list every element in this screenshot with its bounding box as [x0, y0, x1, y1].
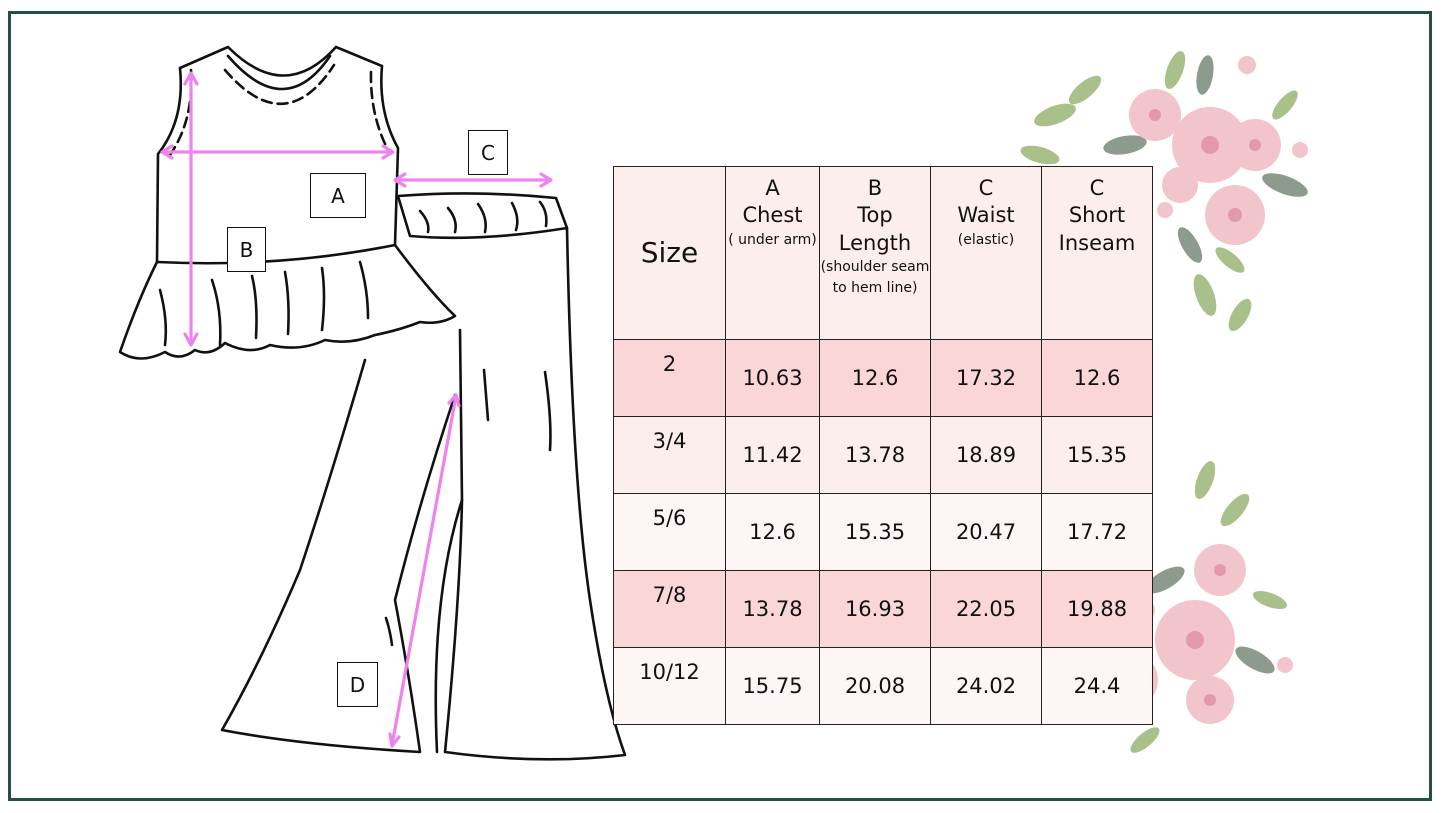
top-length-cell: 16.93 — [819, 570, 931, 648]
chest-cell: 10.63 — [725, 339, 820, 417]
top-length-arrow-icon — [183, 71, 199, 347]
waist-cell: 24.02 — [930, 647, 1042, 725]
size-cell: 7/8 — [613, 570, 726, 648]
header-chest-label: Chest — [742, 203, 803, 228]
header-chest-note: ( under arm) — [728, 231, 817, 248]
chest-arrow-icon — [160, 144, 395, 160]
label-d: D — [337, 662, 378, 707]
garment-illustration — [118, 45, 627, 761]
flare-pants-outline-icon — [220, 192, 627, 761]
label-c: C — [468, 130, 508, 175]
waist-cell: 22.05 — [930, 570, 1042, 648]
table-header-row: Size A Chest ( under arm) B Top Length (… — [613, 166, 1153, 340]
inseam-arrow-icon — [388, 393, 461, 748]
waist-cell: 18.89 — [930, 416, 1042, 494]
tank-top-outline-icon — [118, 45, 457, 360]
header-inseam-letter: C — [1089, 176, 1105, 200]
size-chart-table: Size A Chest ( under arm) B Top Length (… — [613, 166, 1153, 725]
waist-cell: 20.47 — [930, 493, 1042, 571]
label-a: A — [310, 173, 366, 218]
header-waist-label: Waist — [957, 203, 1015, 228]
table-row: 7/8 13.78 16.93 22.05 19.88 — [613, 570, 1153, 648]
header-inseam-label-1: Short — [1068, 203, 1126, 228]
header-size-label: Size — [640, 235, 699, 269]
top-length-cell: 15.35 — [819, 493, 931, 571]
header-inseam-label-2: Inseam — [1058, 230, 1136, 255]
inseam-cell: 15.35 — [1041, 416, 1153, 494]
size-cell: 10/12 — [613, 647, 726, 725]
header-waist-note: (elastic) — [957, 231, 1015, 248]
top-length-cell: 13.78 — [819, 416, 931, 494]
header-waist-letter: C — [978, 176, 994, 200]
flower-bouquet-top-icon — [1020, 51, 1308, 332]
header-top-length-note: (shoulder seam to hem line) — [820, 258, 930, 296]
table-row: 5/6 12.6 15.35 20.47 17.72 — [613, 493, 1153, 571]
measurement-arrows — [160, 71, 553, 748]
waist-arrow-icon — [393, 172, 553, 188]
size-cell: 5/6 — [613, 493, 726, 571]
inseam-cell: 12.6 — [1041, 339, 1153, 417]
table-row: 2 10.63 12.6 17.32 12.6 — [613, 339, 1153, 417]
header-top-length: B Top Length (shoulder seam to hem line) — [819, 166, 931, 340]
header-top-length-letter: B — [867, 176, 883, 200]
chest-cell: 11.42 — [725, 416, 820, 494]
chest-cell: 13.78 — [725, 570, 820, 648]
top-length-cell: 12.6 — [819, 339, 931, 417]
label-b: B — [227, 227, 266, 272]
top-length-cell: 20.08 — [819, 647, 931, 725]
size-cell: 3/4 — [613, 416, 726, 494]
header-chest: A Chest ( under arm) — [725, 166, 820, 340]
chest-cell: 15.75 — [725, 647, 820, 725]
inseam-cell: 24.4 — [1041, 647, 1153, 725]
table-row: 3/4 11.42 13.78 18.89 15.35 — [613, 416, 1153, 494]
header-top-length-label-1: Top — [857, 203, 893, 228]
header-size: Size — [613, 166, 726, 340]
header-short-inseam: C Short Inseam — [1041, 166, 1153, 340]
size-cell: 2 — [613, 339, 726, 417]
inseam-cell: 17.72 — [1041, 493, 1153, 571]
header-waist: C Waist (elastic) — [930, 166, 1042, 340]
header-chest-letter: A — [765, 176, 780, 200]
inseam-cell: 19.88 — [1041, 570, 1153, 648]
waist-cell: 17.32 — [930, 339, 1042, 417]
chest-cell: 12.6 — [725, 493, 820, 571]
header-top-length-label-2: Length — [838, 230, 912, 255]
table-row: 10/12 15.75 20.08 24.02 24.4 — [613, 647, 1153, 725]
